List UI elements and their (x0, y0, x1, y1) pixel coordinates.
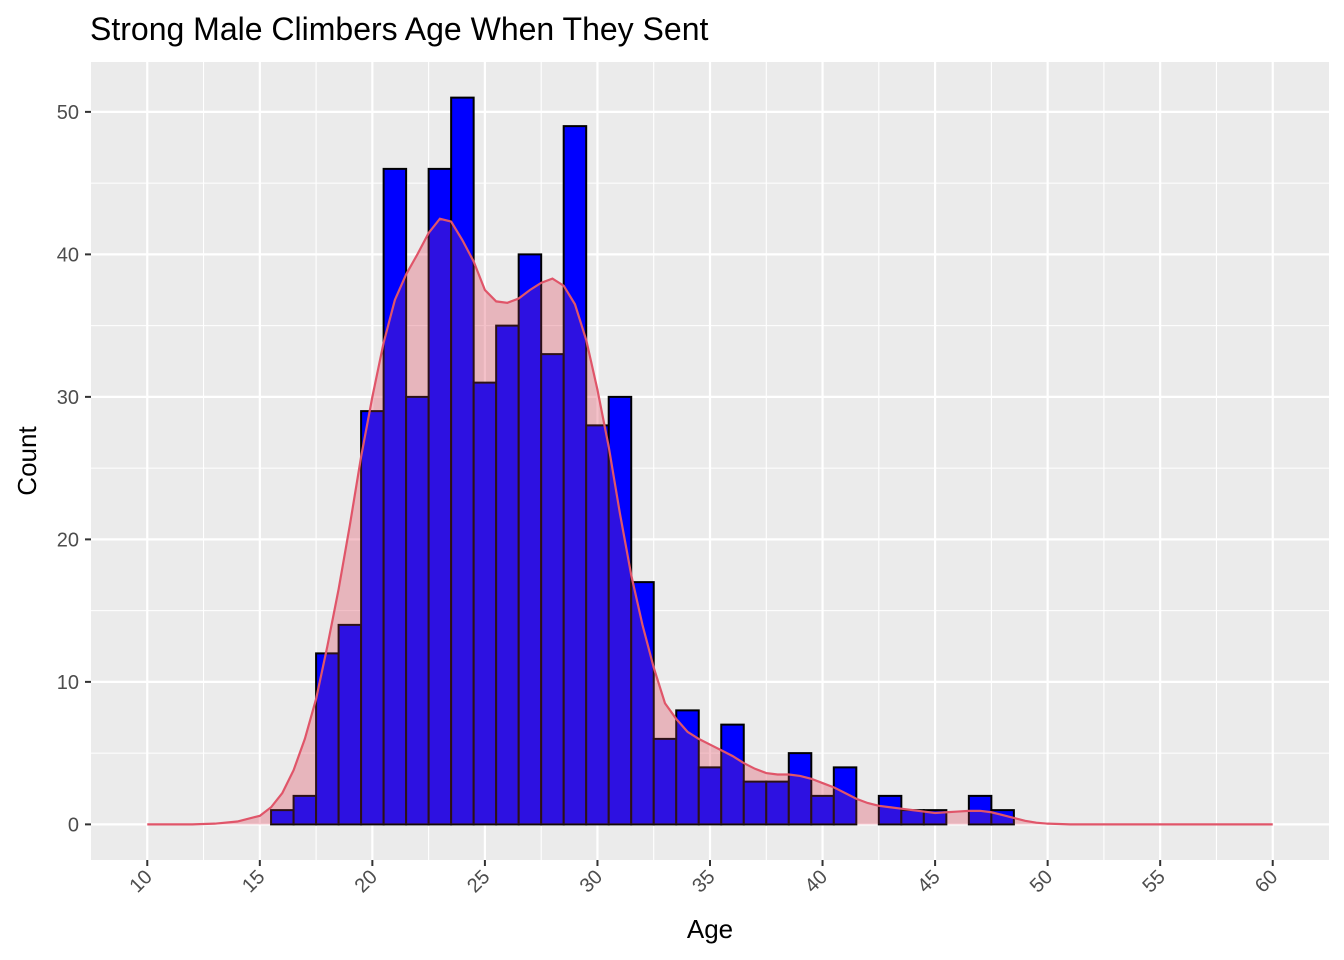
density-line-layer (147, 217, 1273, 826)
x-tick-label: 15 (238, 866, 269, 897)
y-tick-label: 40 (57, 244, 79, 266)
x-axis-ticks: 10 15 20 25 30 35 40 45 50 55 60 (126, 860, 1282, 897)
x-tick-label: 40 (801, 866, 832, 897)
density-line (147, 217, 1273, 826)
y-axis-title: Count (12, 426, 42, 496)
chart-title: Strong Male Climbers Age When They Sent (90, 11, 708, 47)
x-tick-label: 25 (463, 866, 494, 897)
x-tick-label: 10 (126, 866, 157, 897)
histogram-bars (270, 96, 1015, 826)
x-tick-label: 50 (1026, 866, 1057, 897)
y-axis-ticks: 0 10 20 30 40 50 (57, 102, 91, 836)
y-tick-label: 30 (57, 387, 79, 409)
y-tick-label: 0 (68, 814, 79, 836)
x-tick-label: 20 (351, 866, 382, 897)
x-tick-label: 60 (1251, 866, 1282, 897)
y-tick-label: 50 (57, 102, 79, 124)
x-axis-title: Age (687, 914, 733, 944)
x-tick-label: 35 (688, 866, 719, 897)
y-tick-label: 20 (57, 529, 79, 551)
x-tick-label: 30 (576, 866, 607, 897)
y-tick-label: 10 (57, 672, 79, 694)
histogram-bar (720, 723, 745, 826)
x-tick-label: 55 (1138, 866, 1169, 897)
histogram-bar (787, 752, 813, 826)
x-tick-label: 45 (913, 866, 944, 897)
histogram-bar (832, 766, 858, 826)
density-area-overlay (147, 218, 1273, 825)
